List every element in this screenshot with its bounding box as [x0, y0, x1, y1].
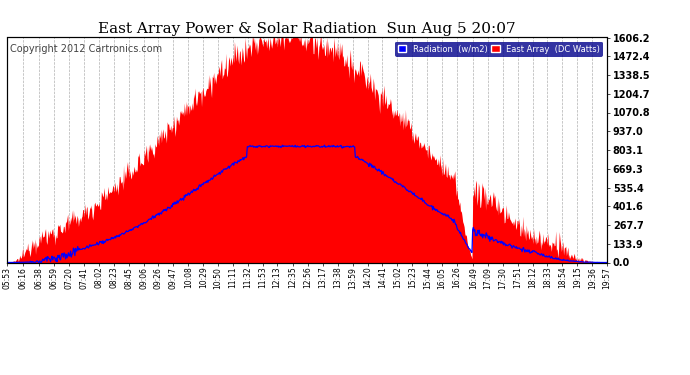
Text: Copyright 2012 Cartronics.com: Copyright 2012 Cartronics.com	[10, 44, 162, 54]
Legend: Radiation  (w/m2), East Array  (DC Watts): Radiation (w/m2), East Array (DC Watts)	[395, 42, 603, 57]
Title: East Array Power & Solar Radiation  Sun Aug 5 20:07: East Array Power & Solar Radiation Sun A…	[98, 22, 516, 36]
